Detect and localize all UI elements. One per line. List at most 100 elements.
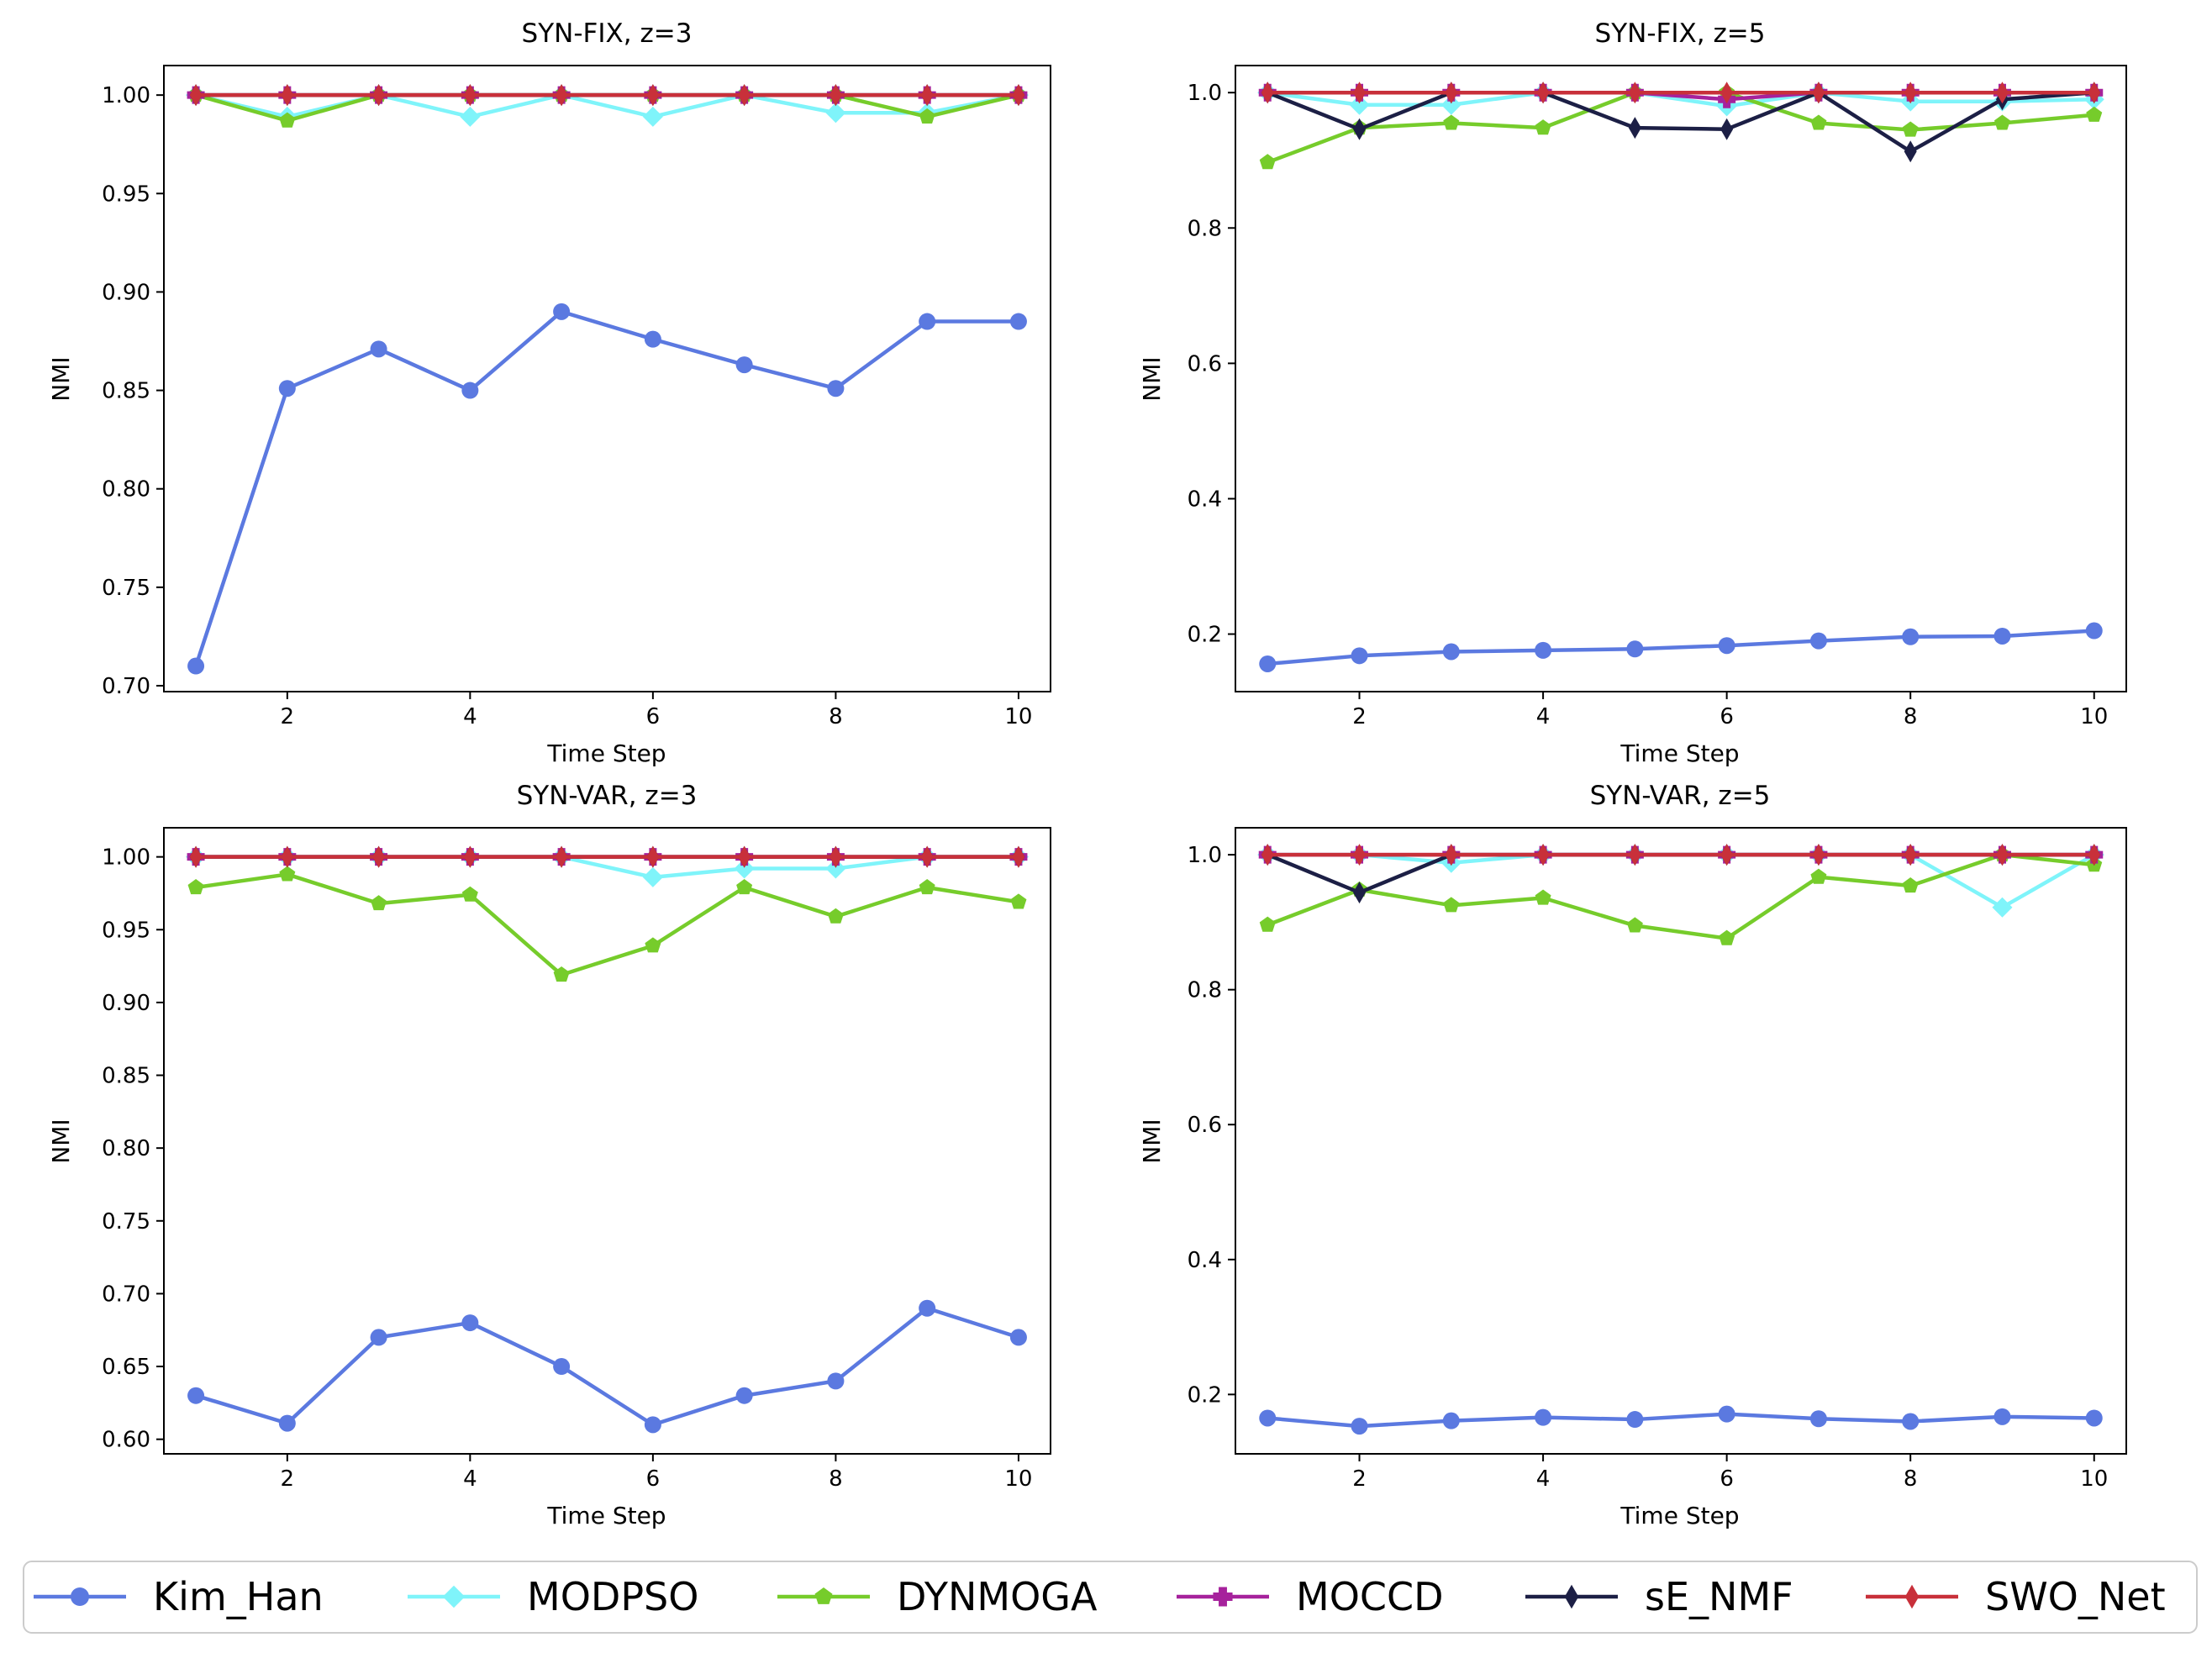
data-point-kim-han <box>187 1387 205 1404</box>
y-axis-label: NMI <box>47 1119 75 1163</box>
y-tick-label: 0.95 <box>102 182 150 207</box>
data-point-kim-han <box>1902 1413 1920 1430</box>
data-point-swo-net <box>463 845 477 868</box>
data-point-modpso <box>1992 897 2013 918</box>
data-point-kim-han <box>1442 643 1460 661</box>
data-point-kim-han <box>1442 1412 1460 1429</box>
y-tick-label: 0.4 <box>1188 1248 1222 1273</box>
data-point-modpso <box>460 106 481 127</box>
data-point-dynmoga <box>1810 114 1827 130</box>
data-point-dynmoga <box>919 879 935 895</box>
data-point-dynmoga <box>1535 889 1551 905</box>
data-point-kim-han <box>919 313 936 330</box>
data-point-swo-net <box>1012 84 1025 107</box>
legend-label: MOCCD <box>1296 1574 1444 1619</box>
data-point-dynmoga <box>1010 893 1027 909</box>
data-point-dynmoga <box>1810 868 1827 884</box>
x-tick-label: 6 <box>1720 704 1734 729</box>
x-axis-label: Time Step <box>1620 1502 1739 1529</box>
y-tick-label: 1.0 <box>1188 843 1222 868</box>
data-point-modpso <box>642 106 663 127</box>
data-point-kim-han <box>1259 1409 1277 1427</box>
data-point-swo-net <box>1628 82 1641 104</box>
data-point-modpso <box>825 103 846 124</box>
x-tick-label: 10 <box>2080 1466 2108 1492</box>
legend-label: Kim_Han <box>153 1574 324 1619</box>
data-point-dynmoga <box>2086 106 2103 122</box>
data-point-swo-net <box>738 84 751 107</box>
legend-marker <box>442 1585 466 1608</box>
y-tick-label: 1.00 <box>102 845 150 871</box>
axes-frame <box>163 827 1051 1455</box>
data-point-swo-net <box>1904 82 1917 104</box>
x-tick-label: 2 <box>281 704 295 729</box>
series-swo-net <box>189 84 1025 107</box>
data-point-kim-han <box>278 1414 296 1432</box>
data-point-kim-han <box>2085 622 2103 640</box>
y-tick-label: 0.90 <box>102 991 150 1016</box>
data-point-swo-net <box>372 845 386 868</box>
data-point-kim-han <box>735 356 753 374</box>
legend: Kim_Han MODPSO DYNMOGA MOCCD sE_NMF SWO_Net <box>23 1561 2198 1634</box>
data-point-swo-net <box>555 845 568 868</box>
data-point-modpso <box>825 858 846 879</box>
series-line-dynmoga <box>1267 852 2094 940</box>
legend-entry-kim-han: Kim_Han <box>34 1574 324 1619</box>
data-point-se-nmf <box>1353 118 1367 140</box>
y-axis-label: NMI <box>1138 1119 1166 1163</box>
data-point-swo-net <box>1353 844 1367 866</box>
data-point-modpso <box>1440 94 1462 115</box>
data-point-dynmoga <box>371 895 387 911</box>
subplot-title: SYN-FIX, z=5 <box>1595 18 1766 49</box>
data-point-dynmoga <box>1535 119 1551 135</box>
legend-marker <box>1564 1584 1579 1609</box>
subplot-title: SYN-FIX, z=3 <box>522 18 693 49</box>
data-point-swo-net <box>555 84 568 107</box>
y-tick-label: 0.6 <box>1188 351 1222 376</box>
data-point-kim-han <box>278 380 296 397</box>
data-point-modpso <box>642 866 663 887</box>
x-tick-label: 8 <box>829 1466 843 1492</box>
data-point-swo-net <box>189 845 203 868</box>
y-tick-label: 1.00 <box>102 83 150 108</box>
subplot-syn-var-z5: SYN-VAR, z=5 2 4 6 8 10 0.2 0.4 0.6 0.8 1.0 Time … <box>1138 781 2127 1529</box>
y-tick-label: 0.80 <box>102 477 150 503</box>
legend-frame <box>23 1561 2198 1634</box>
data-point-kim-han <box>1626 640 1644 658</box>
x-tick-label: 4 <box>1536 704 1551 729</box>
data-point-swo-net <box>646 84 660 107</box>
y-tick-label: 0.95 <box>102 918 150 943</box>
series-line-kim-han <box>1267 1412 2094 1429</box>
series-line-modpso <box>195 92 1019 119</box>
data-point-kim-han <box>370 1329 387 1346</box>
series-line-kim-han <box>1267 629 2094 666</box>
x-tick-label: 8 <box>1904 704 1918 729</box>
data-point-kim-han <box>1009 1329 1027 1346</box>
series-swo-net <box>1261 844 2101 866</box>
series-line-dynmoga <box>195 872 1019 977</box>
data-point-swo-net <box>646 845 660 868</box>
data-point-swo-net <box>920 845 934 868</box>
data-point-swo-net <box>463 84 477 107</box>
y-tick-label: 0.65 <box>102 1355 150 1380</box>
series-line-modpso <box>1267 90 2094 108</box>
data-point-dynmoga <box>1259 916 1276 932</box>
x-tick-label: 10 <box>1004 1466 1032 1492</box>
series-line-kim-han <box>195 1306 1019 1427</box>
axes-frame <box>1235 827 2127 1455</box>
y-tick-label: 0.85 <box>102 379 150 404</box>
y-tick-label: 0.4 <box>1188 487 1222 512</box>
data-point-swo-net <box>281 845 294 868</box>
x-tick-label: 2 <box>281 1466 295 1492</box>
data-point-swo-net <box>1445 82 1458 104</box>
data-point-swo-net <box>1995 844 2009 866</box>
data-point-kim-han <box>1351 1418 1368 1435</box>
data-point-modpso <box>1349 94 1370 115</box>
data-point-swo-net <box>1536 844 1550 866</box>
data-point-kim-han <box>461 1314 479 1332</box>
x-tick-label: 4 <box>463 1466 477 1492</box>
data-point-dynmoga <box>553 966 570 982</box>
legend-entry-modpso: MODPSO <box>408 1574 698 1619</box>
series-line-se-nmf <box>1267 90 2094 154</box>
data-point-kim-han <box>187 657 205 675</box>
